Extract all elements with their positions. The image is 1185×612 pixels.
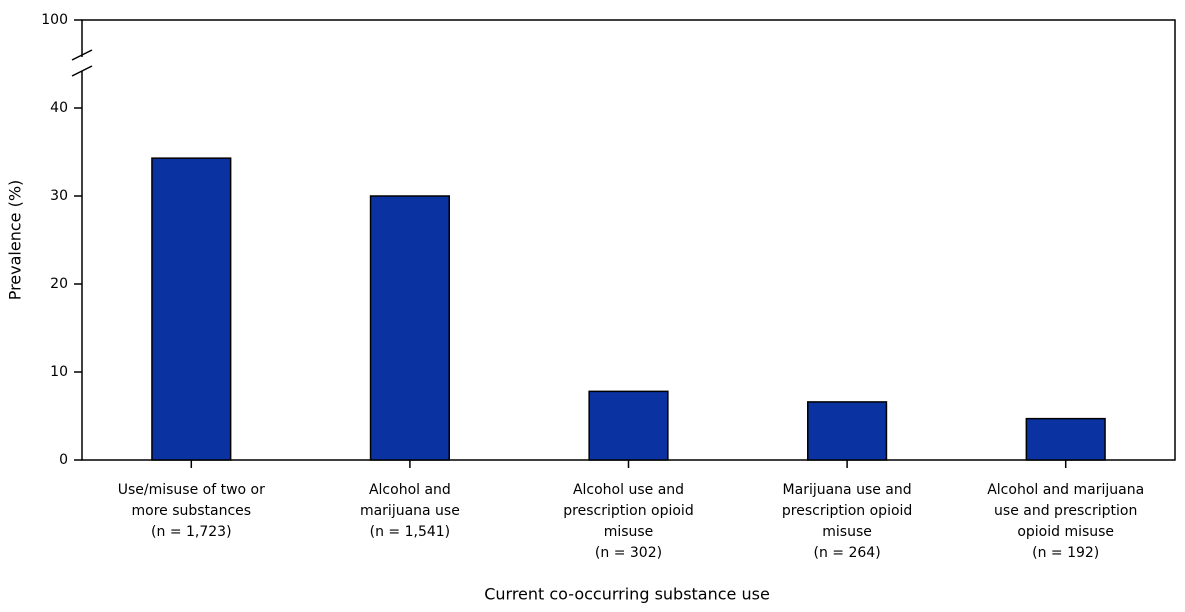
bar xyxy=(369,195,450,461)
y-axis-title: Prevalence (%) xyxy=(6,180,25,301)
x-tick-label: prescription opioid xyxy=(563,503,693,519)
x-tick-label: more substances xyxy=(131,503,251,519)
y-tick-label: 0 xyxy=(59,452,68,468)
x-tick-label: opioid misuse xyxy=(1017,524,1114,540)
x-tick-label: (n = 264) xyxy=(814,545,881,561)
x-axis-title: Current co-occurring substance use xyxy=(484,585,770,604)
x-tick-label: (n = 192) xyxy=(1032,545,1099,561)
x-tick-label: misuse xyxy=(822,524,872,540)
bar xyxy=(807,401,888,461)
break-mark xyxy=(71,65,93,77)
x-tick-label: Alcohol use and xyxy=(573,482,684,498)
x-tick-label: Marijuana use and xyxy=(783,482,912,498)
bar xyxy=(1025,417,1106,461)
bar xyxy=(588,390,669,461)
x-tick-label: Use/misuse of two or xyxy=(118,482,265,498)
break-gap xyxy=(76,57,88,71)
y-tick-label: 100 xyxy=(41,12,68,28)
x-tick-label: Alcohol and marijuana xyxy=(987,482,1144,498)
x-tick-label: use and prescription xyxy=(994,503,1137,519)
x-tick-label: marijuana use xyxy=(360,503,460,519)
x-tick-label: prescription opioid xyxy=(782,503,912,519)
axis-break xyxy=(71,49,93,77)
x-tick-label: (n = 302) xyxy=(595,545,662,561)
x-tick-label: Alcohol and xyxy=(369,482,451,498)
x-tick-label: misuse xyxy=(604,524,654,540)
y-tick-label: 40 xyxy=(50,100,68,116)
break-mark xyxy=(71,49,93,61)
x-tick-label: (n = 1,541) xyxy=(370,524,451,540)
bar xyxy=(151,157,232,461)
y-tick-label: 30 xyxy=(50,188,68,204)
y-tick-label: 10 xyxy=(50,364,68,380)
x-tick-label: (n = 1,723) xyxy=(151,524,232,540)
y-tick-label: 20 xyxy=(50,276,68,292)
